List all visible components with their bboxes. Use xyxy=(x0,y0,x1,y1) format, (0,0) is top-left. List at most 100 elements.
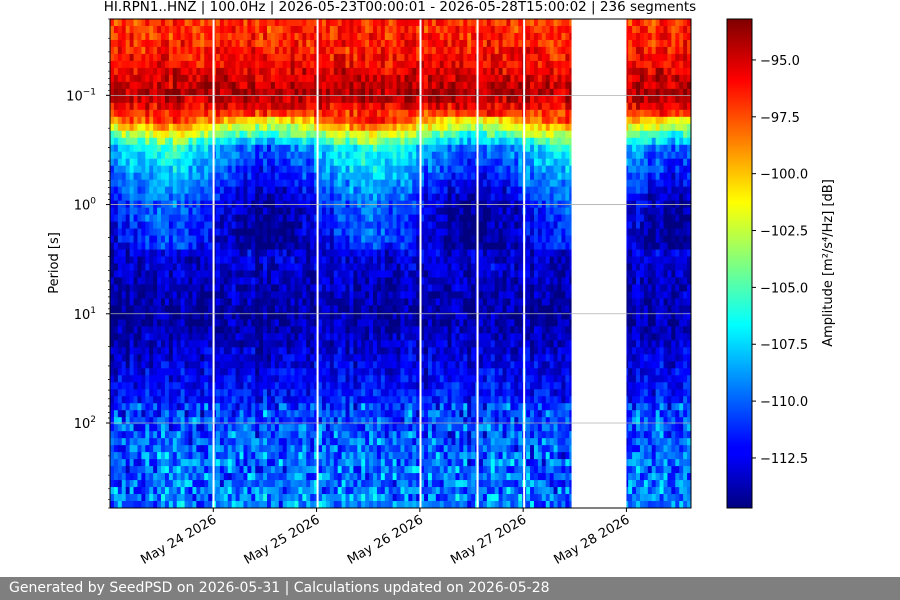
heatmap-cell xyxy=(373,319,378,327)
heatmap-cell xyxy=(172,403,178,411)
heatmap-cell xyxy=(208,403,213,411)
heatmap-cell xyxy=(129,473,135,481)
heatmap-cell xyxy=(361,151,366,160)
heatmap-cell xyxy=(349,193,354,202)
heatmap-cell xyxy=(341,67,347,76)
heatmap-cell xyxy=(349,382,354,390)
heatmap-cell xyxy=(223,466,229,474)
heatmap-cell xyxy=(357,291,362,300)
heatmap-cell xyxy=(137,214,143,223)
heatmap-cell xyxy=(321,88,327,97)
heatmap-cell xyxy=(117,60,123,69)
heatmap-cell xyxy=(176,410,182,418)
heatmap-cell xyxy=(180,340,186,348)
heatmap-cell xyxy=(337,151,343,160)
heatmap-cell xyxy=(278,312,284,320)
heatmap-cell xyxy=(168,417,174,425)
heatmap-cell xyxy=(270,67,276,76)
heatmap-cell xyxy=(286,389,292,397)
heatmap-cell xyxy=(384,333,390,341)
heatmap-cell xyxy=(274,221,280,230)
heatmap-cell xyxy=(200,473,205,481)
heatmap-cell xyxy=(294,193,300,202)
heatmap-cell xyxy=(223,165,229,174)
heatmap-cell xyxy=(302,431,307,439)
heatmap-cell xyxy=(204,32,209,41)
heatmap-cell xyxy=(141,242,146,251)
heatmap-cell xyxy=(384,32,390,41)
heatmap-cell xyxy=(149,354,154,362)
heatmap-cell xyxy=(192,438,197,446)
heatmap-cell xyxy=(302,417,307,425)
heatmap-cell xyxy=(235,417,241,425)
heatmap-cell xyxy=(204,214,209,223)
heatmap-cell xyxy=(325,39,331,48)
heatmap-cell xyxy=(306,473,311,481)
heatmap-cell xyxy=(153,179,158,188)
heatmap-cell xyxy=(172,305,178,313)
heatmap-cell xyxy=(184,473,190,481)
heatmap-cell xyxy=(329,172,335,181)
heatmap-cell xyxy=(255,319,260,327)
heatmap-cell xyxy=(168,452,174,460)
heatmap-cell xyxy=(365,39,370,48)
heatmap-cell xyxy=(329,263,335,272)
heatmap-cell xyxy=(172,88,178,97)
heatmap-cell xyxy=(208,277,213,286)
heatmap-cell xyxy=(376,151,382,160)
heatmap-cell xyxy=(337,32,343,41)
heatmap-cell xyxy=(180,46,186,55)
heatmap-cell xyxy=(306,270,311,279)
heatmap-cell xyxy=(369,480,374,488)
heatmap-cell xyxy=(188,109,194,118)
heatmap-cell xyxy=(227,228,233,237)
heatmap-cell xyxy=(263,326,268,334)
heatmap-cell xyxy=(180,347,186,355)
heatmap-cell xyxy=(345,319,351,327)
heatmap-cell xyxy=(110,95,115,104)
heatmap-cell xyxy=(318,60,323,69)
heatmap-cell xyxy=(121,347,127,355)
heatmap-cell xyxy=(337,193,343,202)
heatmap-cell xyxy=(141,60,146,69)
heatmap-cell xyxy=(318,53,323,62)
heatmap-cell xyxy=(219,291,225,300)
heatmap-cell xyxy=(121,333,127,341)
heatmap-cell xyxy=(333,25,339,34)
heatmap-cell xyxy=(361,354,366,362)
heatmap-cell xyxy=(369,375,374,383)
heatmap-cell xyxy=(243,249,248,258)
heatmap-cell xyxy=(153,347,158,355)
heatmap-cell xyxy=(373,32,378,41)
heatmap-cell xyxy=(219,179,225,188)
heatmap-cell xyxy=(141,284,146,293)
heatmap-cell xyxy=(204,109,209,118)
heatmap-cell xyxy=(219,88,225,97)
heatmap-cell xyxy=(278,116,284,125)
heatmap-cell xyxy=(267,193,272,202)
heatmap-cell xyxy=(341,368,347,376)
heatmap-cell xyxy=(341,53,347,62)
heatmap-cell xyxy=(223,151,229,160)
heatmap-cell xyxy=(376,46,382,55)
heatmap-cell xyxy=(227,382,233,390)
heatmap-cell xyxy=(125,277,131,286)
heatmap-cell xyxy=(349,396,354,404)
heatmap-cell xyxy=(168,228,174,237)
heatmap-cell xyxy=(200,130,205,139)
heatmap-cell xyxy=(341,270,347,279)
heatmap-cell xyxy=(188,60,194,69)
heatmap-cell xyxy=(208,88,213,97)
heatmap-cell xyxy=(164,459,170,467)
heatmap-cell xyxy=(137,368,143,376)
heatmap-cell xyxy=(325,480,331,488)
heatmap-cell xyxy=(125,95,131,104)
heatmap-cell xyxy=(145,81,150,90)
heatmap-cell xyxy=(286,158,292,167)
heatmap-cell xyxy=(298,123,303,132)
heatmap-cell xyxy=(263,172,268,181)
heatmap-cell xyxy=(278,228,284,237)
heatmap-cell xyxy=(349,123,354,132)
heatmap-cell xyxy=(145,389,150,397)
heatmap-cell xyxy=(235,340,241,348)
